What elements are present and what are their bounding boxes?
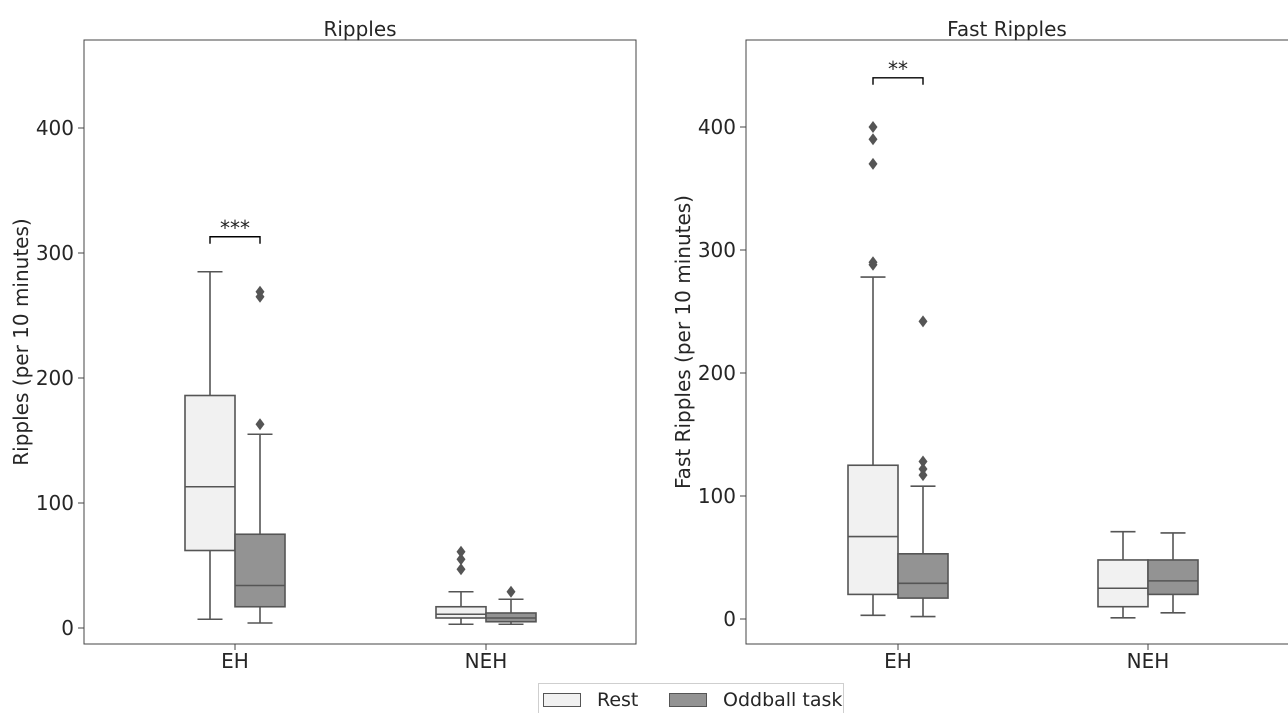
panel1-ytick-label-0: 0 <box>61 616 74 640</box>
panel2-ytick-label-0: 0 <box>723 607 736 631</box>
panel1-frame <box>83 39 637 645</box>
panel1-rest-EH-box <box>184 394 236 552</box>
panel1-oddball-task-EH-box <box>234 533 286 608</box>
panel2-oddball-task-EH-outlier-2 <box>918 455 928 468</box>
panel2-oddball-task-EH-box <box>897 553 949 599</box>
panel1-oddball-task-NEH-outlier-0 <box>506 585 516 598</box>
panel2-title: Fast Ripples <box>947 17 1067 41</box>
panel2-rest-EH-outlier-2 <box>868 157 878 170</box>
panel1-rest-NEH-outlier-1 <box>456 553 466 566</box>
panel1-xtick-label-NEH: NEH <box>465 649 508 673</box>
panel1-ytick-label-300: 300 <box>36 241 74 265</box>
panel1-significance-bracket-0 <box>209 236 261 244</box>
panel2-oddball-task-NEH-box <box>1147 559 1199 596</box>
panel2-rest-NEH-box <box>1097 559 1149 608</box>
panel2-significance-label-0: ** <box>888 57 908 81</box>
legend-item-rest: Rest <box>543 689 638 711</box>
panel2-xtick-label-EH: EH <box>884 649 912 673</box>
panel2-ytick-label-400: 400 <box>698 115 736 139</box>
panel2-ylabel: Fast Ripples (per 10 minutes) <box>671 195 695 489</box>
panel2-ytick-label-100: 100 <box>698 484 736 508</box>
panel1-ytick-label-200: 200 <box>36 366 74 390</box>
legend-swatch-rest <box>543 693 581 707</box>
legend: Rest Oddball task <box>538 683 844 713</box>
panel2-significance-bracket-0 <box>872 77 924 85</box>
panel2-xtick-label-NEH: NEH <box>1127 649 1170 673</box>
panel1-ytick-label-100: 100 <box>36 491 74 515</box>
panel1-rest-NEH-outlier-0 <box>456 563 466 576</box>
panel2-oddball-task-EH-outlier-0 <box>918 469 928 482</box>
panel2-rest-EH-box <box>847 464 899 596</box>
panel1-ytick-label-400: 400 <box>36 116 74 140</box>
panel1-rest-NEH-outlier-2 <box>456 545 466 558</box>
panel2-rest-EH-outlier-3 <box>868 133 878 146</box>
panel2-rest-EH-outlier-4 <box>868 121 878 133</box>
legend-label-rest: Rest <box>597 689 639 711</box>
panel1-ylabel: Ripples (per 10 minutes) <box>9 218 33 465</box>
panel1-title: Ripples <box>323 17 396 41</box>
panel2-frame <box>745 39 1288 645</box>
panel2-ytick-label-300: 300 <box>698 238 736 262</box>
panel1-significance-label-0: *** <box>220 216 250 240</box>
legend-label-oddball: Oddball task <box>723 689 843 711</box>
panel2-rest-EH-outlier-1 <box>868 256 878 269</box>
panel1-oddball-task-EH-outlier-0 <box>255 418 265 431</box>
panel1-oddball-task-EH-outlier-2 <box>255 285 265 298</box>
panel2-oddball-task-EH-outlier-3 <box>918 315 928 328</box>
legend-swatch-oddball <box>669 693 707 707</box>
panel2-oddball-task-EH-outlier-1 <box>918 462 928 475</box>
legend-item-oddball: Oddball task <box>669 689 842 711</box>
panel1-xtick-label-EH: EH <box>221 649 249 673</box>
panel2-ytick-label-200: 200 <box>698 361 736 385</box>
panel1-rest-NEH-box <box>435 605 487 619</box>
